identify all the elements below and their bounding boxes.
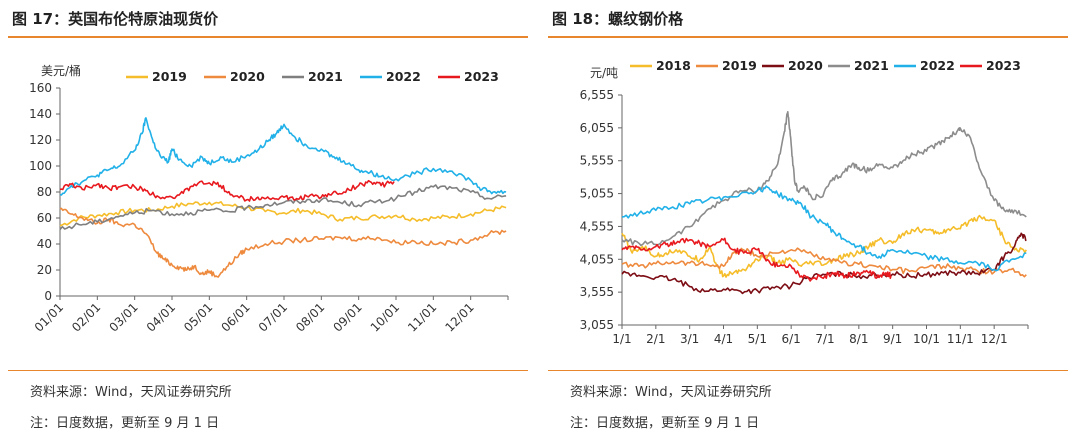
legend-label: 2019 [152, 69, 187, 84]
x-tick-label: 07/01 [256, 300, 290, 334]
x-tick-label: 6/1 [782, 332, 801, 346]
y-tick-label: 100 [29, 159, 52, 173]
footer-rule [548, 370, 1068, 371]
x-tick-label: 2/1 [646, 332, 665, 346]
y-tick-label: 20 [37, 263, 52, 277]
series-line-2021 [621, 111, 1027, 247]
chart-title: 图 17：英国布伦特原油现货价 [12, 10, 219, 28]
x-tick-label: 3/1 [680, 332, 699, 346]
x-tick-label: 03/01 [106, 300, 140, 334]
series-line-2022 [621, 185, 1027, 272]
y-tick-label: 120 [29, 133, 52, 147]
series-line-2018 [621, 214, 1027, 278]
x-tick-label: 10/1 [913, 332, 940, 346]
legend-label: 2020 [230, 69, 265, 84]
x-tick-label: 08/01 [293, 300, 327, 334]
x-tick-label: 4/1 [714, 332, 733, 346]
update-note: 注：日度数据，更新至 9 月 1 日 [570, 416, 760, 431]
title-rule [548, 36, 1068, 38]
legend-label: 2018 [656, 58, 691, 73]
y-axis-unit-label: 美元/桶 [41, 63, 81, 78]
brent-line-chart: 美元/桶 0 20 40 60 80 100 120 140 160 01/01 02/01 03/01… [29, 63, 509, 335]
x-tick-label: 06/01 [218, 300, 252, 334]
y-axis-unit-label: 元/吨 [590, 66, 618, 80]
y-tick-label: 160 [29, 81, 52, 95]
x-tick-label: 02/01 [69, 300, 103, 334]
series-line-2020 [59, 207, 507, 278]
title-rule [8, 36, 528, 38]
x-tick-label: 10/01 [368, 300, 402, 334]
x-tick-label: 11/1 [947, 332, 974, 346]
y-tick-label: 60 [37, 211, 52, 225]
chart-title: 图 18：螺纹钢价格 [552, 10, 684, 28]
series-line-2019 [621, 247, 1027, 278]
x-tick-label: 8/1 [849, 332, 868, 346]
legend-label: 2019 [722, 58, 757, 73]
legend-label: 2023 [464, 69, 499, 84]
y-tick-label: 6,555 [580, 88, 614, 102]
y-tick-label: 80 [37, 185, 52, 199]
y-tick-label: 5,555 [580, 154, 614, 168]
x-tick-label: 09/01 [330, 300, 364, 334]
y-tick-label: 5,055 [580, 187, 614, 201]
rebar-line-chart: 元/吨 3,055 3,555 4,055 4,555 5,055 5,555 6,055 6,… [580, 58, 1029, 346]
series-line-2023 [621, 237, 892, 282]
y-tick-label: 0 [44, 289, 52, 303]
legend-label: 2021 [308, 69, 343, 84]
source-note: 资料来源：Wind，天风证券研究所 [570, 385, 772, 400]
x-tick-label: 7/1 [815, 332, 834, 346]
x-tick-label: 9/1 [883, 332, 902, 346]
update-note: 注：日度数据，更新至 9 月 1 日 [30, 416, 220, 431]
y-tick-label: 140 [29, 107, 52, 121]
footer-rule [8, 370, 528, 371]
right-chart-panel: 图 18：螺纹钢价格 元/吨 3,055 3,555 4,055 4,555 5,055 5… [548, 0, 1075, 437]
x-tick-label: 12/1 [981, 332, 1008, 346]
y-tick-label: 4,055 [580, 252, 614, 266]
left-chart-panel: 图 17：英国布伦特原油现货价 美元/桶 0 20 40 60 80 100 120 140 16… [8, 0, 535, 437]
legend-label: 2020 [788, 58, 823, 73]
y-tick-label: 4,555 [580, 219, 614, 233]
x-tick-label: 12/01 [442, 300, 476, 334]
x-tick-label: 04/01 [144, 300, 178, 334]
y-tick-label: 3,055 [580, 318, 614, 332]
x-tick-label: 5/1 [748, 332, 767, 346]
legend-label: 2022 [386, 69, 421, 84]
source-note: 资料来源：Wind，天风证券研究所 [30, 385, 232, 400]
x-tick-label: 01/01 [32, 300, 66, 334]
legend-label: 2021 [854, 58, 889, 73]
legend-label: 2023 [986, 58, 1021, 73]
series-line-2022 [59, 117, 507, 196]
series-line-2021 [59, 184, 507, 231]
x-tick-label: 1/1 [612, 332, 631, 346]
x-tick-label: 05/01 [181, 300, 215, 334]
series-line-2023 [59, 179, 395, 202]
series-line-2019 [59, 201, 507, 227]
x-tick-label: 11/01 [405, 300, 439, 334]
legend-label: 2022 [920, 58, 955, 73]
y-tick-label: 40 [37, 237, 52, 251]
y-tick-label: 6,055 [580, 121, 614, 135]
y-tick-label: 3,555 [580, 285, 614, 299]
